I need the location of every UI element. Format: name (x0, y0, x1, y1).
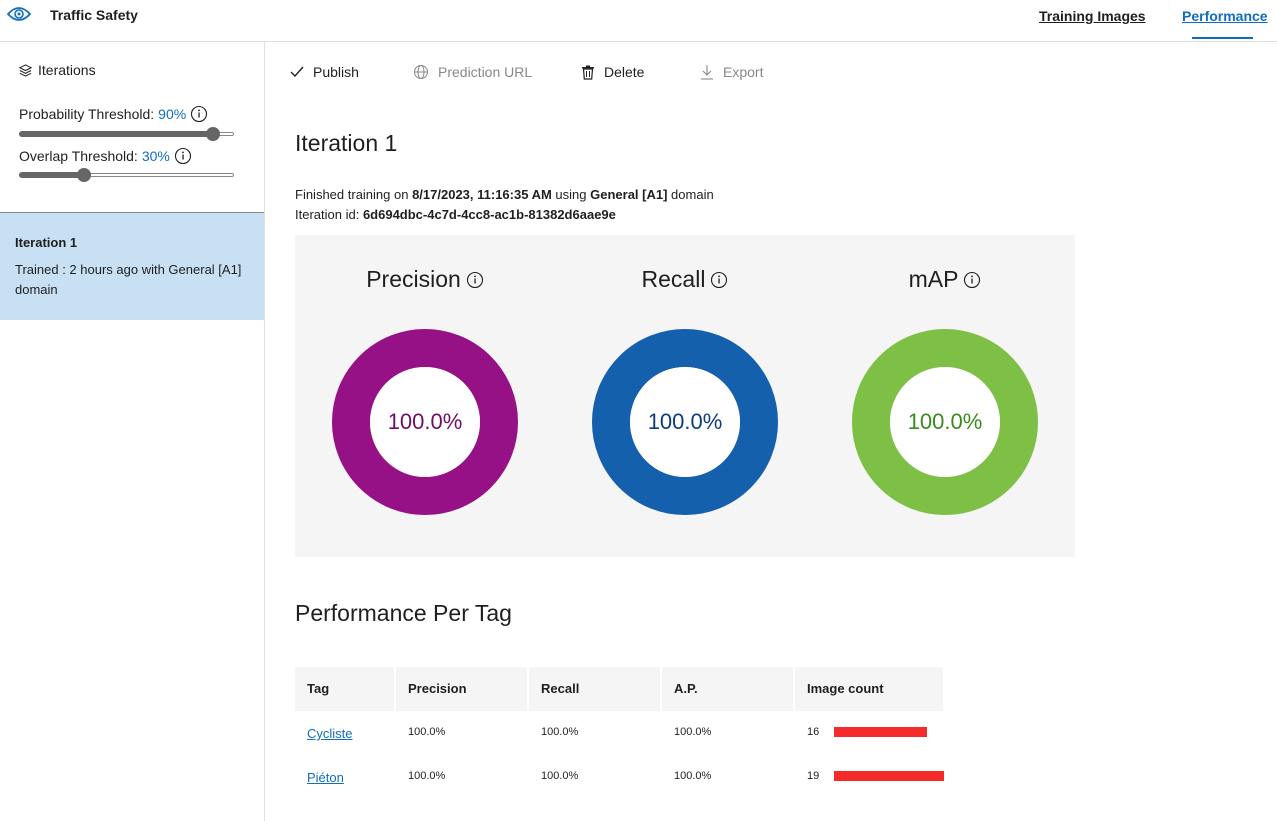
metric-name: mAP (908, 266, 959, 292)
map-value: 100.0% (907, 409, 983, 434)
metric-title: mAP (815, 266, 1075, 293)
donut-center (370, 367, 480, 477)
tag-link-cycliste[interactable]: Cycliste (307, 726, 353, 741)
prediction-url-label: Prediction URL (438, 64, 533, 80)
info-icon[interactable] (174, 147, 192, 165)
metric-map: mAP 100.0% (815, 235, 1075, 557)
iteration-card-description: Trained : 2 hours ago with General [A1] … (15, 262, 242, 297)
delete-button[interactable]: Delete (581, 64, 644, 80)
cell-image-count: 19 (807, 770, 820, 782)
metric-title: Recall (555, 266, 815, 293)
iterations-heading: Iterations (19, 62, 96, 78)
performance-per-tag-title: Performance Per Tag (295, 600, 512, 626)
cell-image-count: 16 (807, 726, 820, 738)
eye-logo-icon (7, 7, 31, 21)
column-header-precision-label: Precision (408, 681, 467, 696)
precision-value: 100.0% (387, 409, 463, 434)
slider-fill (19, 172, 84, 178)
recall-value: 100.0% (647, 409, 723, 434)
cell-precision: 100.0% (408, 770, 446, 782)
donut-center (890, 367, 1000, 477)
iteration-id-line: Iteration id: 6d694dbc-4c7d-4cc8-ac1b-81… (295, 207, 616, 222)
column-header-recall[interactable]: Recall (529, 667, 660, 711)
column-header-ap[interactable]: A.P. (662, 667, 793, 711)
metric-recall: Recall 100.0% (555, 235, 815, 557)
nav-performance[interactable]: Performance (1182, 8, 1268, 24)
publish-label: Publish (313, 64, 359, 80)
export-button[interactable]: Export (700, 64, 763, 80)
info-icon[interactable] (466, 271, 484, 289)
nav-training-images[interactable]: Training Images (1039, 8, 1146, 24)
top-header: Traffic Safety Training Images Performan… (0, 0, 1277, 42)
metrics-panel: Precision 100.0% Recall 100.0% mAP (295, 235, 1075, 557)
active-nav-indicator (1192, 37, 1253, 39)
overlap-threshold-label: Overlap Threshold: 30% (19, 147, 192, 165)
metric-name: Recall (641, 266, 706, 292)
slider-fill (19, 131, 213, 137)
probability-threshold-slider[interactable] (19, 127, 234, 141)
overlap-threshold-slider[interactable] (19, 168, 234, 182)
column-header-precision[interactable]: Precision (396, 667, 618, 711)
iteration-id-value: 6d694dbc-4c7d-4cc8-ac1b-81382d6aae9e (362, 207, 616, 222)
prediction-url-button[interactable]: Prediction URL (413, 64, 532, 80)
metric-precision: Precision 100.0% (295, 235, 555, 557)
probability-threshold-text: Probability Threshold: (19, 106, 155, 122)
cell-ap: 100.0% (674, 770, 712, 782)
iteration-id-label: Iteration id: (295, 207, 363, 222)
export-label: Export (723, 64, 764, 80)
iteration-card-title: Iteration 1 (15, 235, 78, 250)
column-header-image-count[interactable]: Image count (795, 667, 943, 711)
training-domain: General [A1] (590, 187, 668, 202)
training-info: Finished training on 8/17/2023, 11:16:35… (295, 187, 714, 202)
download-icon (701, 65, 713, 80)
delete-label: Delete (604, 64, 645, 80)
slider-thumb[interactable] (76, 168, 91, 182)
checkmark-icon (290, 66, 304, 78)
project-title: Traffic Safety (50, 7, 138, 23)
info-icon[interactable] (710, 271, 728, 289)
iterations-label: Iterations (38, 62, 96, 78)
donut-arc (592, 329, 778, 515)
sidebar-divider (0, 212, 264, 213)
donut-arc (332, 329, 518, 515)
donut-center (630, 367, 740, 477)
info-icon[interactable] (963, 271, 981, 289)
recall-donut (592, 329, 778, 515)
tag-link-pieton[interactable]: Piéton (307, 770, 344, 785)
precision-donut (332, 329, 518, 515)
training-suffix: domain (667, 187, 714, 202)
image-count-bar (834, 727, 927, 737)
iteration-title: Iteration 1 (295, 130, 398, 156)
cell-recall: 100.0% (541, 770, 579, 782)
probability-threshold-value: 90% (158, 106, 187, 122)
metric-name: Precision (366, 266, 461, 292)
probability-threshold-label: Probability Threshold: 90% (19, 105, 208, 123)
iteration-card[interactable]: Iteration 1 Trained : 2 hours ago with G… (0, 213, 264, 320)
layers-icon (19, 63, 32, 77)
globe-icon (414, 65, 428, 79)
trash-icon (582, 65, 594, 80)
metric-title: Precision (295, 266, 555, 293)
training-mid: using (551, 187, 591, 202)
training-prefix: Finished training on (295, 187, 413, 202)
training-date: 8/17/2023, 11:16:35 AM (412, 187, 552, 202)
info-icon[interactable] (190, 105, 208, 123)
publish-button[interactable]: Publish (290, 64, 359, 80)
cell-precision: 100.0% (408, 726, 446, 738)
slider-thumb[interactable] (205, 127, 220, 141)
cell-ap: 100.0% (674, 726, 712, 738)
donut-arc (852, 329, 1038, 515)
image-count-bar (834, 771, 944, 781)
overlap-threshold-text: Overlap Threshold: (19, 148, 138, 164)
map-donut (852, 329, 1038, 515)
overlap-threshold-value: 30% (141, 148, 170, 164)
cell-recall: 100.0% (541, 726, 579, 738)
sidebar: Iterations Probability Threshold: 90% Ov… (0, 42, 265, 821)
column-header-tag[interactable]: Tag (295, 667, 394, 711)
